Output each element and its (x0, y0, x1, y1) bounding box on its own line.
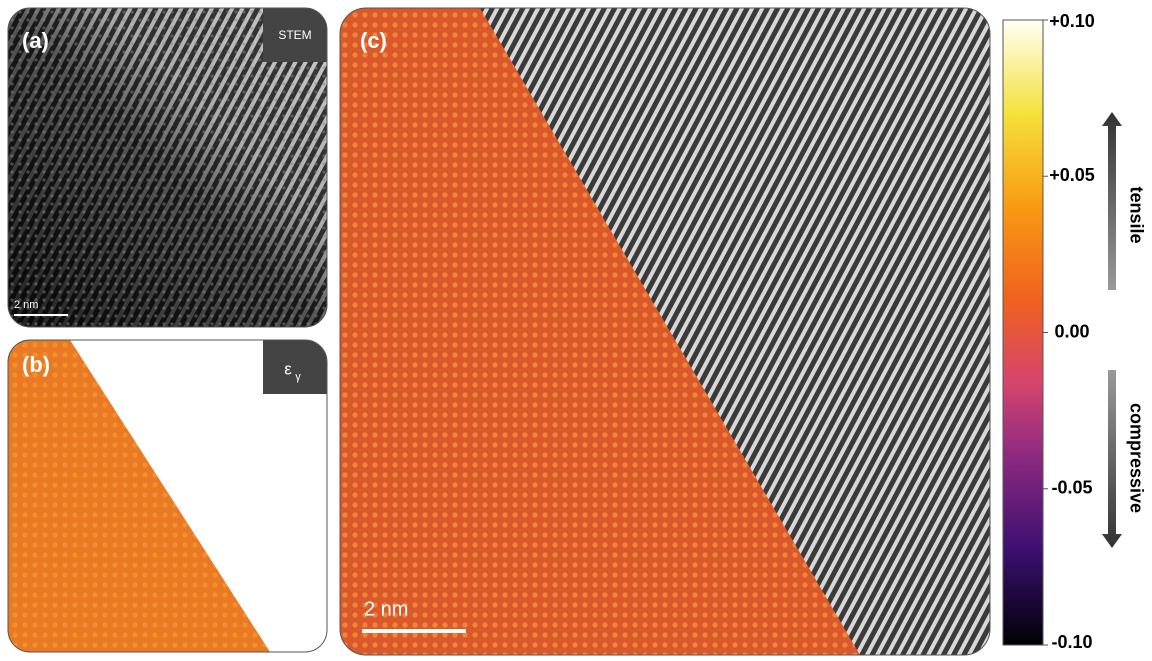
panel-label: (b) (22, 352, 50, 377)
tick-label: 0.00 (1054, 321, 1089, 341)
scale-label: 2 nm (14, 299, 38, 311)
tensile-label: tensile (1126, 186, 1146, 243)
tick-label: +0.05 (1049, 165, 1095, 185)
figure: STEM (a) 2 nm ε γ (b) (c) 2 nm tensile c… (0, 0, 1152, 656)
badge-symbol: ε (284, 359, 292, 378)
scale-label: 2 nm (364, 598, 408, 620)
tick-label: -0.10 (1051, 632, 1092, 652)
panel-label: (a) (22, 28, 49, 53)
badge-subscript: γ (295, 371, 301, 383)
tick-label: +0.10 (1049, 11, 1095, 31)
arrow-up (1102, 112, 1122, 290)
panel-a: STEM (a) 2 nm (8, 8, 327, 327)
arrow-down (1102, 370, 1122, 548)
panel-c: (c) 2 nm (340, 8, 990, 655)
colorbar (1003, 20, 1043, 645)
compressive-label: compressive (1126, 403, 1146, 513)
badge: STEM (278, 28, 311, 42)
panel-label: (c) (360, 28, 387, 53)
panel-b: ε γ (b) (8, 340, 327, 652)
tick-label: -0.05 (1051, 478, 1092, 498)
